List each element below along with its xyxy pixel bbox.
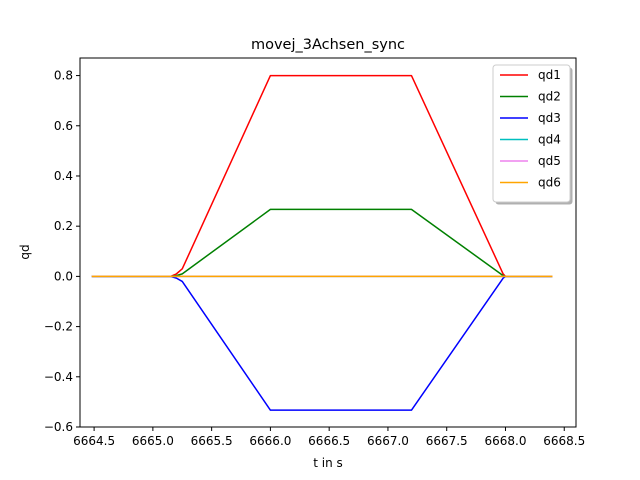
y-tick-label: −0.2 — [44, 320, 73, 334]
x-tick-label: 6665.0 — [132, 434, 174, 448]
x-tick-label: 6667.5 — [426, 434, 468, 448]
legend-label-qd5: qd5 — [538, 154, 561, 168]
chart-title: movej_3Achsen_sync — [251, 37, 405, 53]
x-tick-label: 6666.5 — [308, 434, 350, 448]
y-tick-label: −0.4 — [44, 370, 73, 384]
legend: qd1 qd2 qd3 qd4 qd5 qd6 — [492, 64, 573, 205]
legend-label-qd3: qd3 — [538, 111, 561, 125]
x-axis-label: t in s — [313, 456, 343, 470]
y-tick-label: −0.6 — [44, 420, 73, 434]
plot-frame — [79, 57, 577, 428]
x-axis-ticks: 6664.5 6665.0 6665.5 6666.0 6666.5 6667.0 6667… — [73, 427, 585, 448]
y-axis-label: qd — [18, 244, 32, 259]
y-axis-ticks: −0.6 −0.4 −0.2 0.0 0.2 0.4 0.6 0.8 — [44, 69, 80, 434]
x-tick-label: 6666.0 — [249, 434, 291, 448]
y-tick-label: 0.2 — [54, 219, 73, 233]
legend-label-qd4: qd4 — [538, 133, 561, 147]
legend-box — [492, 64, 571, 203]
x-tick-label: 6664.5 — [73, 434, 115, 448]
y-tick-label: 0.6 — [54, 119, 73, 133]
x-tick-label: 6668.5 — [543, 434, 585, 448]
y-tick-label: 0.8 — [54, 69, 73, 83]
y-tick-label: 0.0 — [54, 269, 73, 283]
legend-label-qd1: qd1 — [538, 68, 561, 82]
x-tick-label: 6668.0 — [484, 434, 526, 448]
legend-label-qd2: qd2 — [538, 90, 561, 104]
x-tick-label: 6665.5 — [191, 434, 233, 448]
legend-label-qd6: qd6 — [538, 176, 561, 190]
x-tick-label: 6667.0 — [367, 434, 409, 448]
y-tick-label: 0.4 — [54, 169, 73, 183]
